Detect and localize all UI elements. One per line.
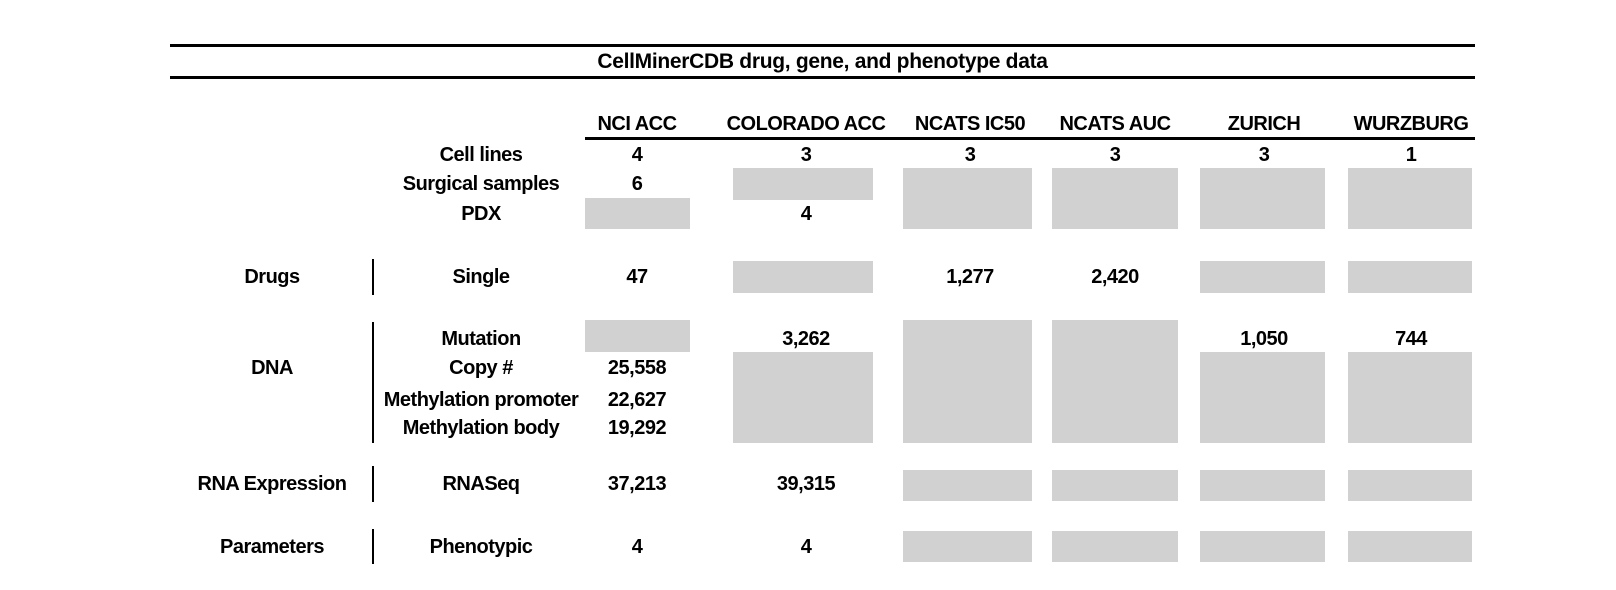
missing-data-box bbox=[585, 198, 690, 229]
missing-data-box bbox=[585, 320, 690, 352]
row-label-copy-number: Copy # bbox=[449, 357, 513, 379]
missing-data-box bbox=[1348, 261, 1472, 293]
missing-data-box bbox=[1052, 531, 1178, 562]
cell-value: 1,050 bbox=[1240, 328, 1288, 350]
cell-value: 4 bbox=[800, 536, 812, 558]
row-label-rnaseq: RNASeq bbox=[442, 473, 520, 495]
missing-data-box bbox=[1200, 531, 1325, 562]
group-label-drugs: Drugs bbox=[244, 266, 300, 288]
missing-data-box bbox=[1200, 470, 1325, 501]
missing-data-box bbox=[1200, 352, 1325, 443]
cell-value: 744 bbox=[1395, 328, 1427, 350]
cell-value: 4 bbox=[800, 203, 812, 225]
cell-value: 19,292 bbox=[607, 417, 667, 439]
column-header: NCATS IC50 bbox=[914, 113, 1026, 135]
row-label-phenotypic: Phenotypic bbox=[429, 536, 533, 558]
missing-data-box bbox=[733, 168, 873, 200]
row-label-surgical-samples: Surgical samples bbox=[402, 173, 560, 195]
missing-data-box bbox=[1348, 352, 1472, 443]
cell-value: 39,315 bbox=[776, 473, 836, 495]
column-header: COLORADO ACC bbox=[726, 113, 886, 135]
group-label-rna-expression: RNA Expression bbox=[197, 473, 347, 495]
missing-data-box bbox=[1052, 320, 1178, 443]
cell-value: 3 bbox=[1258, 144, 1270, 166]
header-underline-rule bbox=[585, 137, 1475, 140]
cell-value: 25,558 bbox=[607, 357, 667, 379]
column-header: NCATS AUC bbox=[1059, 113, 1171, 135]
missing-data-box bbox=[1052, 470, 1178, 501]
group-label-parameters: Parameters bbox=[220, 536, 324, 558]
group-divider-rna-expression bbox=[372, 466, 374, 502]
cell-value: 1,277 bbox=[946, 266, 994, 288]
cell-value: 2,420 bbox=[1091, 266, 1139, 288]
missing-data-box bbox=[903, 168, 1032, 229]
cell-value: 3,262 bbox=[782, 328, 830, 350]
cell-value: 3 bbox=[800, 144, 812, 166]
missing-data-box bbox=[903, 470, 1032, 501]
cell-value: 22,627 bbox=[607, 389, 667, 411]
cell-value: 6 bbox=[631, 173, 643, 195]
missing-data-box bbox=[1348, 531, 1472, 562]
missing-data-box bbox=[733, 352, 873, 443]
missing-data-box bbox=[1200, 168, 1325, 229]
row-label-mutation: Mutation bbox=[441, 328, 521, 350]
row-label-pdx: PDX bbox=[461, 203, 501, 225]
missing-data-box bbox=[903, 320, 1032, 443]
figure-title: CellMinerCDB drug, gene, and phenotype d… bbox=[597, 50, 1048, 73]
title-bottom-rule bbox=[170, 76, 1475, 79]
cell-value: 1 bbox=[1405, 144, 1417, 166]
cell-value: 3 bbox=[1109, 144, 1121, 166]
row-label-cell-lines: Cell lines bbox=[439, 144, 523, 166]
group-divider-parameters bbox=[372, 529, 374, 564]
group-divider-dna bbox=[372, 322, 374, 443]
row-label-methylation-body: Methylation body bbox=[402, 417, 560, 439]
column-header: ZURICH bbox=[1227, 113, 1301, 135]
missing-data-box bbox=[1348, 470, 1472, 501]
missing-data-box bbox=[1348, 168, 1472, 229]
cell-value: 37,213 bbox=[607, 473, 667, 495]
missing-data-box bbox=[1200, 261, 1325, 293]
cell-value: 47 bbox=[626, 266, 648, 288]
row-label-single: Single bbox=[452, 266, 510, 288]
column-header: NCI ACC bbox=[597, 113, 677, 135]
cell-value: 3 bbox=[964, 144, 976, 166]
missing-data-box bbox=[1052, 168, 1178, 229]
missing-data-box bbox=[903, 531, 1032, 562]
group-divider-drugs bbox=[372, 259, 374, 295]
column-header: WURZBURG bbox=[1353, 113, 1469, 135]
cell-value: 4 bbox=[631, 144, 643, 166]
title-top-rule bbox=[170, 44, 1475, 47]
row-label-methylation-promoter: Methylation promoter bbox=[383, 389, 579, 411]
group-label-dna: DNA bbox=[251, 357, 293, 379]
missing-data-box bbox=[733, 261, 873, 293]
cell-value: 4 bbox=[631, 536, 643, 558]
